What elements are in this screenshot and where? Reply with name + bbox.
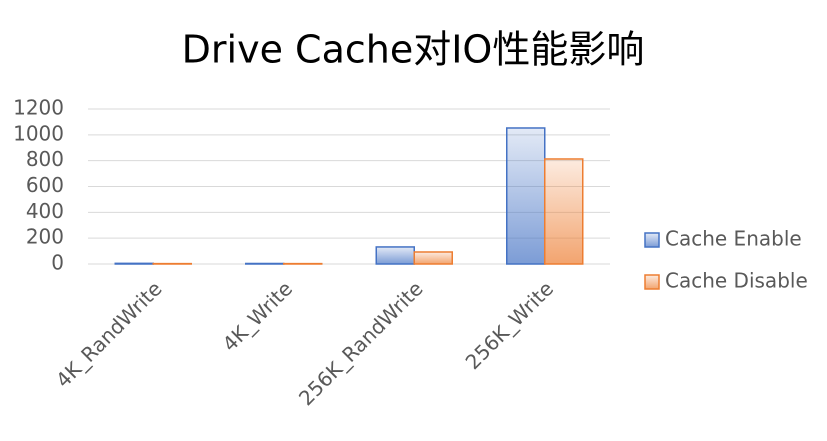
x-tick-label: 256K_Write [461, 276, 559, 374]
legend-label: Cache Enable [665, 227, 802, 251]
bar [507, 128, 545, 264]
bar [115, 263, 153, 264]
bar [545, 159, 583, 264]
y-tick-label: 1000 [13, 121, 64, 145]
bar [246, 263, 284, 264]
y-tick-label: 800 [26, 147, 64, 171]
y-tick-label: 600 [26, 173, 64, 197]
y-tick-label: 0 [51, 251, 64, 275]
legend-swatch [645, 233, 659, 247]
bar [376, 247, 414, 264]
x-tick-label: 4K_RandWrite [51, 276, 167, 392]
x-tick-label: 256K_RandWrite [294, 276, 428, 410]
x-tick-label: 4K_Write [218, 276, 298, 356]
bar [414, 252, 452, 264]
legend-label: Cache Disable [665, 269, 808, 293]
chart-title: Drive Cache对IO性能影响 [182, 28, 645, 72]
legend-swatch [645, 275, 659, 289]
y-tick-label: 200 [26, 225, 64, 249]
y-tick-label: 400 [26, 199, 64, 223]
y-tick-label: 1200 [13, 96, 64, 120]
